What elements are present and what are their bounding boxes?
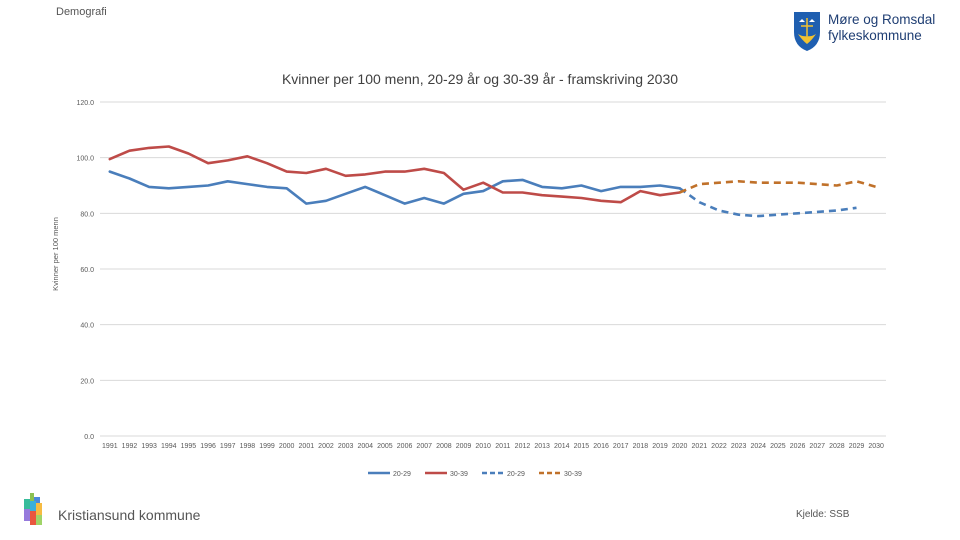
x-tick-label: 2024 bbox=[750, 443, 766, 450]
source-label: Kjelde: SSB bbox=[796, 509, 850, 520]
section-label: Demografi bbox=[56, 6, 107, 18]
logo-line-2: fylkeskommune bbox=[828, 28, 922, 43]
x-tick-label: 2007 bbox=[416, 443, 432, 450]
x-tick-label: 1999 bbox=[259, 443, 275, 450]
x-tick-label: 2003 bbox=[338, 443, 354, 450]
x-tick-label: 2013 bbox=[534, 443, 550, 450]
x-tick-label: 2004 bbox=[357, 443, 373, 450]
x-tick-label: 1997 bbox=[220, 443, 236, 450]
x-tick-label: 2018 bbox=[633, 443, 649, 450]
y-tick-label: 40.0 bbox=[80, 323, 94, 330]
x-tick-label: 2030 bbox=[868, 443, 884, 450]
x-tick-label: 1994 bbox=[161, 443, 177, 450]
municipality-name: Kristiansund kommune bbox=[58, 507, 201, 523]
x-tick-label: 2009 bbox=[456, 443, 472, 450]
coat-of-arms-icon bbox=[794, 12, 820, 51]
x-tick-label: 2027 bbox=[809, 443, 825, 450]
legend-label: 30-39 bbox=[450, 471, 468, 478]
x-tick-label: 2014 bbox=[554, 443, 570, 450]
x-tick-label: 2019 bbox=[652, 443, 668, 450]
x-tick-label: 2025 bbox=[770, 443, 786, 450]
x-tick-label: 1993 bbox=[141, 443, 157, 450]
x-tick-label: 1991 bbox=[102, 443, 118, 450]
series-line-30-39-solid bbox=[108, 145, 682, 204]
x-tick-label: 2012 bbox=[515, 443, 531, 450]
x-tick-label: 2006 bbox=[397, 443, 413, 450]
y-tick-label: 120.0 bbox=[76, 100, 94, 107]
x-tick-label: 2028 bbox=[829, 443, 845, 450]
legend-label: 30-39 bbox=[564, 471, 582, 478]
x-tick-label: 1992 bbox=[122, 443, 138, 450]
x-tick-label: 2026 bbox=[790, 443, 806, 450]
x-tick-label: 2001 bbox=[299, 443, 315, 450]
x-tick-label: 2015 bbox=[574, 443, 590, 450]
logo-line-1: Møre og Romsdal bbox=[828, 12, 936, 27]
y-tick-label: 20.0 bbox=[80, 378, 94, 385]
x-tick-label: 2023 bbox=[731, 443, 747, 450]
series-line-30-39-dashed bbox=[679, 180, 877, 194]
x-tick-label: 2008 bbox=[436, 443, 452, 450]
series-line-20-29-solid bbox=[108, 170, 682, 205]
y-tick-label: 0.0 bbox=[84, 434, 94, 441]
fylkeskommune-logo: Møre og Romsdal fylkeskommune bbox=[792, 10, 942, 54]
x-tick-label: 2011 bbox=[495, 443, 510, 450]
x-tick-label: 2000 bbox=[279, 443, 295, 450]
x-tick-label: 2016 bbox=[593, 443, 609, 450]
y-tick-label: 100.0 bbox=[76, 156, 94, 163]
y-tick-label: 80.0 bbox=[80, 211, 94, 218]
x-tick-label: 2002 bbox=[318, 443, 334, 450]
x-tick-label: 2020 bbox=[672, 443, 688, 450]
x-tick-label: 1995 bbox=[181, 443, 197, 450]
legend-label: 20-29 bbox=[393, 471, 411, 478]
x-tick-label: 2022 bbox=[711, 443, 727, 450]
series-line-20-29-dashed bbox=[678, 187, 857, 218]
x-tick-label: 2029 bbox=[849, 443, 865, 450]
kristiansund-logo-icon bbox=[24, 493, 44, 527]
y-axis-label: Kvinner per 100 menn bbox=[51, 217, 60, 291]
legend-label: 20-29 bbox=[507, 471, 525, 478]
x-tick-label: 2010 bbox=[475, 443, 491, 450]
x-tick-label: 2017 bbox=[613, 443, 629, 450]
x-tick-label: 1998 bbox=[240, 443, 256, 450]
x-tick-label: 1996 bbox=[200, 443, 216, 450]
y-tick-label: 60.0 bbox=[80, 267, 94, 274]
chart-title: Kvinner per 100 menn, 20-29 år og 30-39 … bbox=[281, 71, 679, 87]
x-tick-label: 2005 bbox=[377, 443, 393, 450]
x-tick-label: 2021 bbox=[692, 443, 708, 450]
